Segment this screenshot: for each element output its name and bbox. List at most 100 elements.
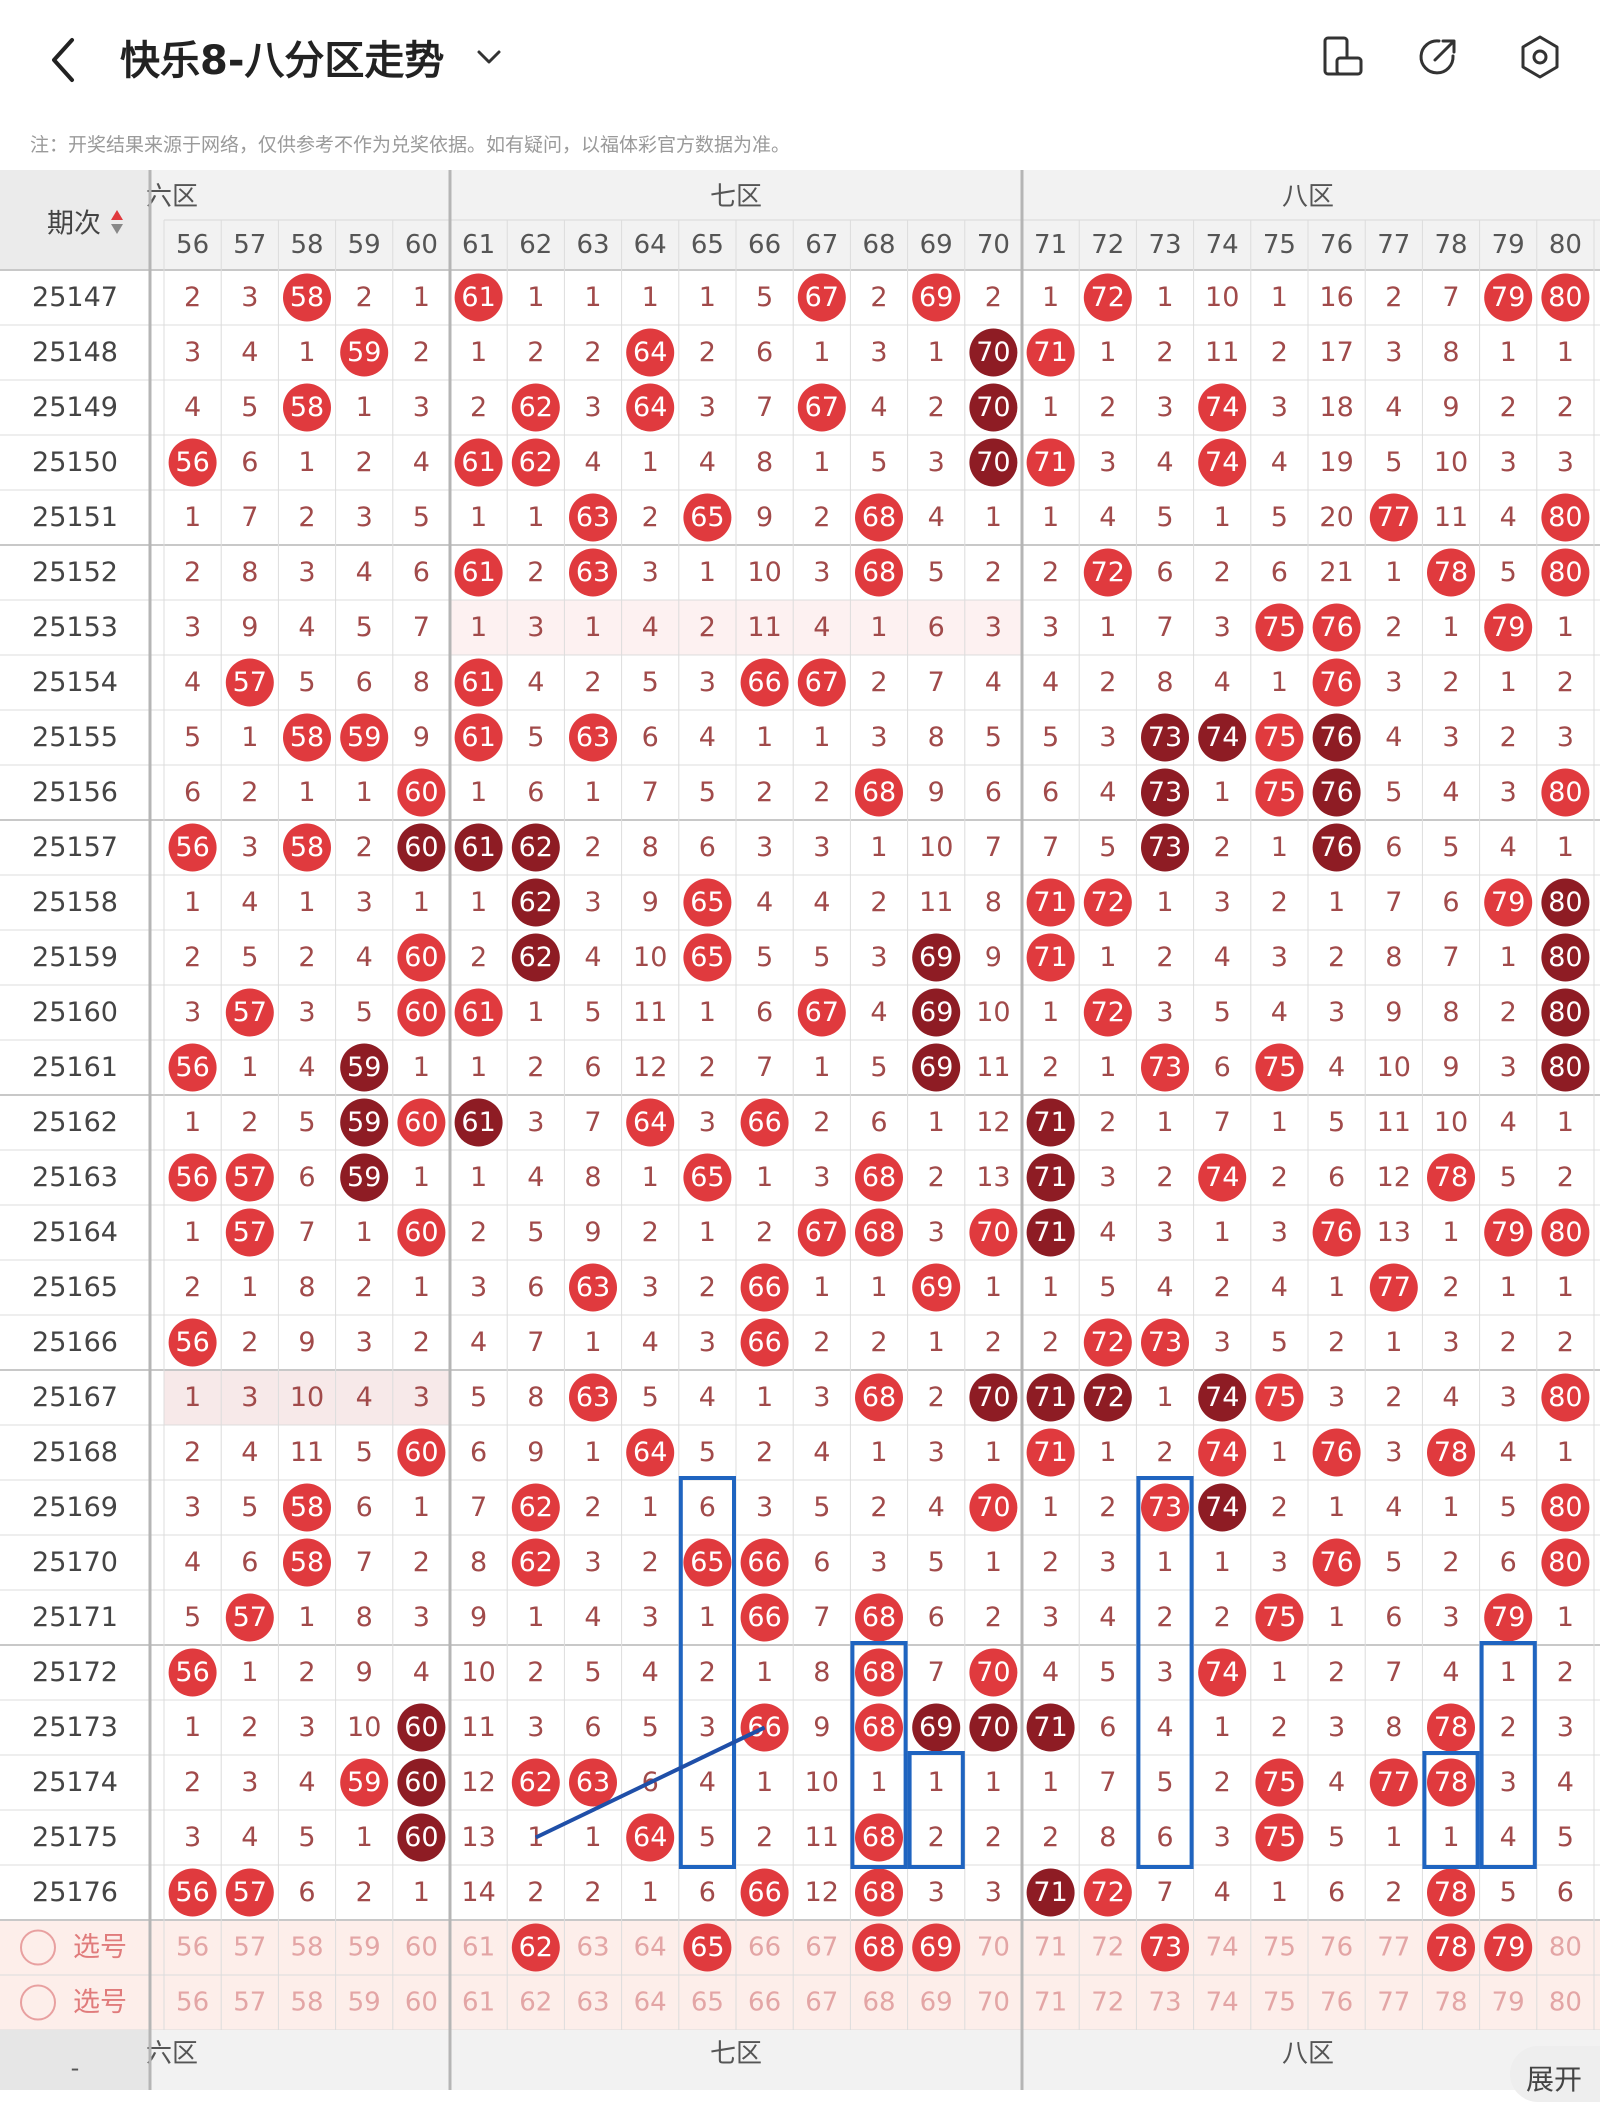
select-number[interactable]: 64 bbox=[634, 1933, 667, 1963]
share-icon[interactable] bbox=[1413, 32, 1463, 82]
select-number[interactable]: 67 bbox=[805, 1933, 838, 1963]
select-radio[interactable] bbox=[20, 1929, 56, 1966]
select-number[interactable]: 80 bbox=[1549, 1933, 1582, 1963]
select-number[interactable]: 76 bbox=[1320, 1988, 1353, 2018]
miss-count: 5 bbox=[1500, 1877, 1517, 1908]
select-number[interactable]: 79 bbox=[1492, 1988, 1525, 2018]
select-number[interactable]: 71 bbox=[1034, 1988, 1067, 2018]
sort-up-icon[interactable] bbox=[111, 210, 123, 220]
ball-number: 68 bbox=[862, 557, 896, 588]
drawn-ball bbox=[225, 658, 274, 707]
ball-number: 63 bbox=[576, 1272, 610, 1303]
select-number[interactable]: 75 bbox=[1263, 1933, 1296, 1963]
miss-count: 1 bbox=[298, 887, 315, 918]
sort-down-icon[interactable] bbox=[111, 224, 123, 234]
miss-count: 4 bbox=[1156, 447, 1173, 478]
selected-ball[interactable] bbox=[683, 1923, 732, 1972]
chevron-down-icon[interactable] bbox=[472, 40, 506, 74]
select-number[interactable]: 72 bbox=[1091, 1933, 1124, 1963]
period-header[interactable]: 期次 bbox=[47, 209, 101, 240]
select-number[interactable]: 65 bbox=[691, 1988, 724, 2018]
selected-ball[interactable] bbox=[1141, 1923, 1189, 1972]
select-number[interactable]: 70 bbox=[977, 1988, 1010, 2018]
select-number[interactable]: 78 bbox=[1434, 1988, 1467, 2018]
miss-count: 9 bbox=[928, 777, 945, 808]
select-number[interactable]: 61 bbox=[462, 1933, 495, 1963]
drawn-ball bbox=[1427, 1868, 1475, 1917]
select-number[interactable]: 74 bbox=[1206, 1988, 1239, 2018]
select-radio[interactable] bbox=[20, 1984, 56, 2021]
back-arrow-icon[interactable] bbox=[40, 30, 84, 90]
select-number[interactable]: 66 bbox=[748, 1988, 781, 2018]
select-number[interactable]: 62 bbox=[519, 1988, 552, 2018]
select-number[interactable]: 56 bbox=[176, 1933, 209, 1963]
miss-count: 1 bbox=[356, 777, 373, 808]
drawn-ball bbox=[397, 1428, 446, 1477]
miss-count: 1 bbox=[1042, 502, 1059, 533]
select-number[interactable]: 77 bbox=[1377, 1988, 1410, 2018]
select-number[interactable]: 77 bbox=[1377, 1933, 1410, 1963]
selected-ball[interactable] bbox=[1484, 1923, 1533, 1972]
drawn-ball bbox=[511, 823, 560, 872]
ball-number: 69 bbox=[919, 1932, 953, 1963]
miss-count: 3 bbox=[1328, 1382, 1345, 1413]
ball-number: 64 bbox=[633, 1437, 667, 1468]
column-header: 61 bbox=[462, 230, 495, 260]
select-number[interactable]: 63 bbox=[576, 1933, 609, 1963]
miss-count: 4 bbox=[1500, 1107, 1517, 1138]
device-rotate-icon[interactable] bbox=[1318, 32, 1368, 82]
select-number[interactable]: 61 bbox=[462, 1988, 495, 2018]
selected-ball[interactable] bbox=[511, 1923, 560, 1972]
drawn-ball bbox=[397, 1098, 446, 1147]
miss-count: 1 bbox=[1156, 282, 1173, 313]
select-number[interactable]: 58 bbox=[290, 1988, 323, 2018]
miss-count: 6 bbox=[928, 612, 945, 643]
selected-ball[interactable] bbox=[855, 1923, 903, 1972]
drawn-ball bbox=[1427, 1153, 1475, 1202]
select-number[interactable]: 57 bbox=[233, 1933, 266, 1963]
miss-count: 1 bbox=[1156, 1382, 1173, 1413]
select-number[interactable]: 66 bbox=[748, 1933, 781, 1963]
select-number[interactable]: 68 bbox=[862, 1988, 895, 2018]
period-cell: 25167 bbox=[32, 1382, 118, 1413]
select-number[interactable]: 72 bbox=[1091, 1988, 1124, 2018]
select-number[interactable]: 59 bbox=[348, 1988, 381, 2018]
select-number[interactable]: 60 bbox=[405, 1933, 438, 1963]
select-number[interactable]: 56 bbox=[176, 1988, 209, 2018]
select-number[interactable]: 57 bbox=[233, 1988, 266, 2018]
settings-icon[interactable] bbox=[1515, 32, 1565, 82]
miss-count: 2 bbox=[1042, 1052, 1059, 1083]
miss-count: 1 bbox=[1042, 392, 1059, 423]
miss-count: 6 bbox=[699, 1877, 716, 1908]
miss-count: 2 bbox=[985, 557, 1002, 588]
select-number[interactable]: 70 bbox=[977, 1933, 1010, 1963]
select-number[interactable]: 60 bbox=[405, 1988, 438, 2018]
miss-count: 2 bbox=[985, 282, 1002, 313]
selected-ball[interactable] bbox=[1427, 1923, 1475, 1972]
select-number[interactable]: 73 bbox=[1148, 1988, 1181, 2018]
select-number[interactable]: 64 bbox=[634, 1988, 667, 2018]
ball-number: 74 bbox=[1205, 447, 1239, 478]
drawn-ball bbox=[912, 1263, 961, 1312]
select-number[interactable]: 71 bbox=[1034, 1933, 1067, 1963]
select-number[interactable]: 69 bbox=[920, 1988, 953, 2018]
ball-number: 63 bbox=[576, 1382, 610, 1413]
miss-count: 3 bbox=[813, 1382, 830, 1413]
expand-button[interactable]: 展开 bbox=[1510, 2046, 1600, 2102]
select-number[interactable]: 75 bbox=[1263, 1988, 1296, 2018]
miss-count: 7 bbox=[928, 1657, 945, 1688]
select-number[interactable]: 76 bbox=[1320, 1933, 1353, 1963]
select-number[interactable]: 74 bbox=[1206, 1933, 1239, 1963]
miss-count: 5 bbox=[241, 942, 258, 973]
drawn-ball bbox=[1198, 383, 1247, 432]
select-number[interactable]: 80 bbox=[1549, 1988, 1582, 2018]
selected-ball[interactable] bbox=[912, 1923, 961, 1972]
miss-count: 3 bbox=[699, 1107, 716, 1138]
miss-count: 1 bbox=[985, 1437, 1002, 1468]
select-number[interactable]: 59 bbox=[348, 1933, 381, 1963]
select-number[interactable]: 58 bbox=[290, 1933, 323, 1963]
select-number[interactable]: 67 bbox=[805, 1988, 838, 2018]
miss-count: 3 bbox=[356, 502, 373, 533]
miss-count: 11 bbox=[805, 1822, 839, 1853]
select-number[interactable]: 63 bbox=[576, 1988, 609, 2018]
